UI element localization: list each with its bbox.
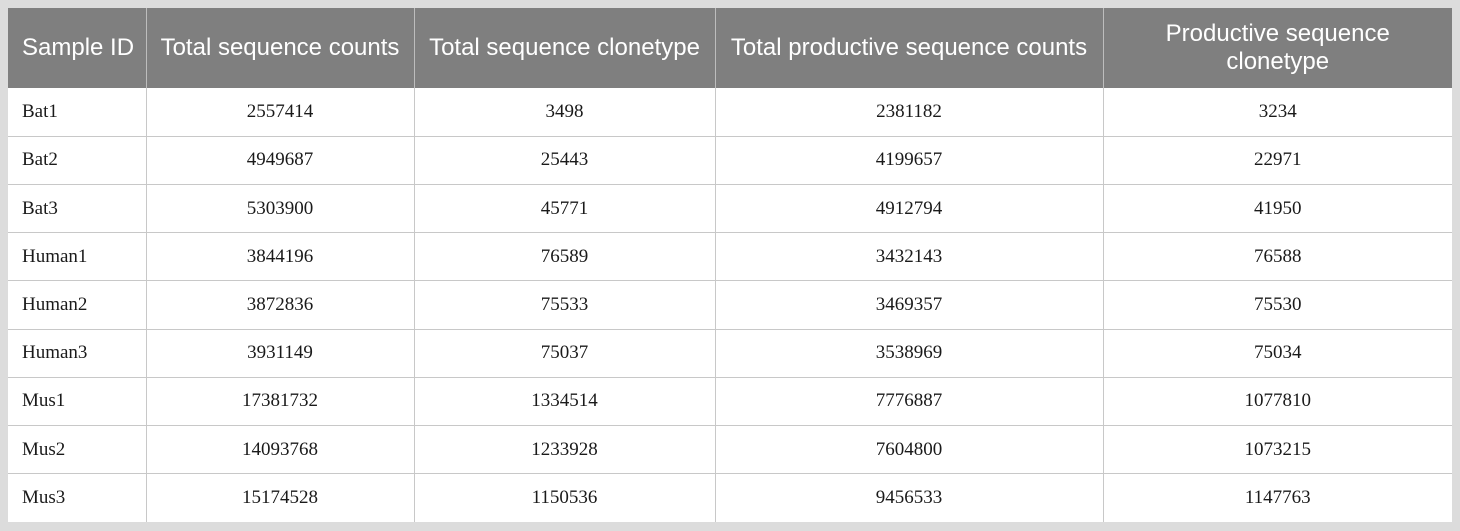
cell-total-sequence-clonetype: 45771 [414,184,716,234]
table-row: Bat2 4949687 25443 4199657 22971 [8,136,1452,185]
cell-total-productive-sequence-counts: 4199657 [715,136,1104,185]
cell-total-sequence-clonetype: 25443 [414,136,716,185]
cell-total-sequence-clonetype: 1334514 [414,377,716,427]
cell-total-sequence-counts: 17381732 [146,377,415,427]
cell-sample-id: Mus2 [8,425,147,475]
cell-sample-id: Mus1 [8,377,147,427]
cell-productive-sequence-clonetype: 22971 [1103,136,1452,185]
cell-total-productive-sequence-counts: 9456533 [715,473,1104,522]
header-total-productive-sequence-counts: Total productive sequence counts [715,8,1104,88]
table-header: Sample ID Total sequence counts Total se… [8,8,1452,88]
cell-productive-sequence-clonetype: 1073215 [1103,425,1452,475]
table-row: Human3 3931149 75037 3538969 75034 [8,329,1452,378]
header-sample-id: Sample ID [8,8,147,88]
cell-productive-sequence-clonetype: 1147763 [1244,487,1311,509]
cell-sample-id: Bat1 [8,88,147,137]
cell-total-sequence-counts: 3844196 [146,232,415,282]
cell-total-productive-sequence-counts: 2381182 [715,88,1104,137]
table-row: Human1 3844196 76589 3432143 76588 [8,232,1452,282]
cell-total-sequence-counts: 14093768 [146,425,415,475]
table-body: Bat1 2557414 3498 2381182 3234 Bat2 4949… [8,88,1452,522]
cell-sample-id: Bat2 [8,136,147,185]
cell-total-productive-sequence-counts: 7776887 [715,377,1104,427]
cell-total-productive-sequence-counts: 3469357 [715,280,1104,330]
cell-total-productive-sequence-counts: 7604800 [715,425,1104,475]
cell-productive-sequence-clonetype: 41950 [1103,184,1452,234]
cell-sample-id: Bat3 [8,184,147,234]
cell-sample-id: Mus3 [8,473,147,522]
cell-total-sequence-counts: 5303900 [146,184,415,234]
cell-total-productive-sequence-counts: 4912794 [715,184,1104,234]
table-row: Mus2 14093768 1233928 7604800 1073215 [8,425,1452,475]
cell-productive-sequence-clonetype: 3234 [1103,88,1452,137]
header-total-sequence-clonetype: Total sequence clonetype [414,8,716,88]
cell-total-sequence-counts: 15174528 [146,473,415,522]
cell-productive-sequence-clonetype: 1077810 [1103,377,1452,427]
data-table: Sample ID Total sequence counts Total se… [8,8,1452,522]
cell-total-sequence-clonetype: 75037 [414,329,716,378]
cell-productive-sequence-clonetype: 75530 [1103,280,1452,330]
cell-total-productive-sequence-counts: 3432143 [715,232,1104,282]
table-row: Mus1 17381732 1334514 7776887 1077810 [8,377,1452,427]
cell-sample-id: Human2 [8,280,147,330]
cell-total-sequence-counts: 2557414 [146,88,415,137]
cell-sample-id: Human1 [8,232,147,282]
header-row: Sample ID Total sequence counts Total se… [8,8,1452,88]
cell-total-sequence-counts: 4949687 [146,136,415,185]
cell-productive-sequence-clonetype: 75034 [1103,329,1452,378]
cell-total-productive-sequence-counts: 3538969 [715,329,1104,378]
cell-total-sequence-clonetype: 75533 [414,280,716,330]
cell-total-sequence-counts: 3872836 [146,280,415,330]
table-row: Bat1 2557414 3498 2381182 3234 [8,88,1452,137]
table-row: Bat3 5303900 45771 4912794 41950 [8,184,1452,234]
cell-total-sequence-clonetype: 1150536 [414,473,716,522]
cell-productive-sequence-clonetype: 76588 [1103,232,1452,282]
table-row: Human2 3872836 75533 3469357 75530 [8,280,1452,330]
header-total-sequence-counts: Total sequence counts [146,8,415,88]
cell-total-sequence-counts: 3931149 [146,329,415,378]
cell-total-sequence-clonetype: 3498 [414,88,716,137]
cell-total-sequence-clonetype: 76589 [414,232,716,282]
table-row: Mus3 15174528 1150536 9456533 1147763 [8,473,1452,522]
cell-total-sequence-clonetype: 1233928 [414,425,716,475]
cell-sample-id: Human3 [8,329,147,378]
header-productive-sequence-clonetype: Productive sequence clonetype [1103,8,1452,88]
